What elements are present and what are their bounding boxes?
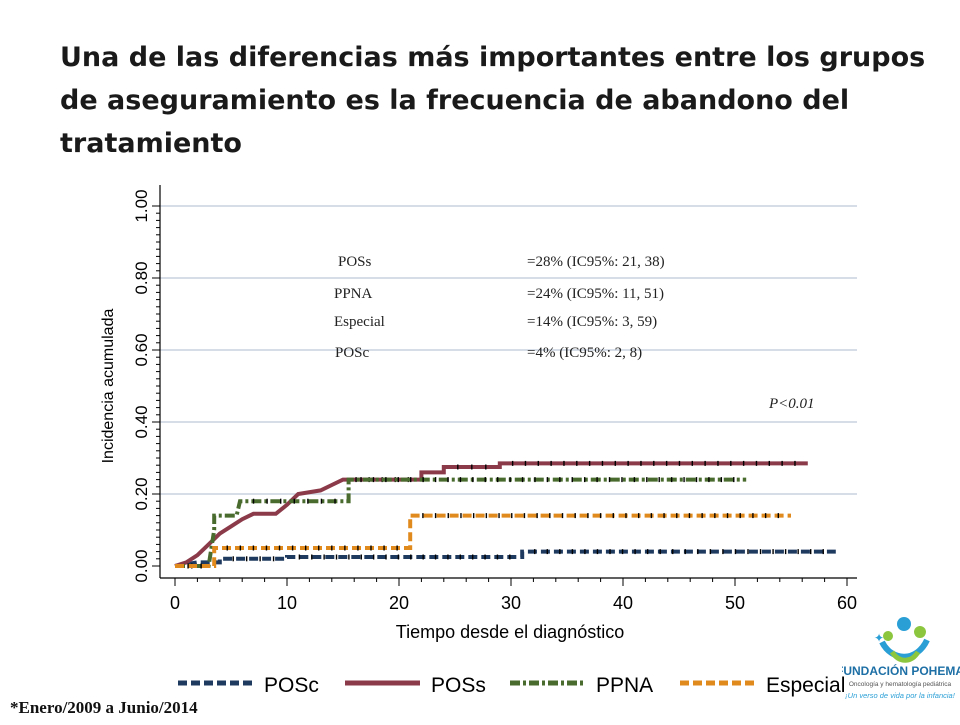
censor-marks-ppna — [191, 477, 735, 569]
y-tick-label: 0.40 — [132, 405, 151, 438]
y-tick-label: 0.00 — [132, 549, 151, 582]
annotation-value: =4% (IC95%: 2, 8) — [527, 345, 642, 361]
slide-title: Una de las diferencias más importantes e… — [60, 42, 926, 159]
y-tick-label: 0.60 — [132, 333, 151, 366]
annotation-value: =24% (IC95%: 11, 51) — [527, 286, 664, 302]
annotation-group: POSc — [335, 345, 370, 361]
pohema-logo: ✦ FUNDACIÓN POHEMA Oncología y hematolog… — [836, 612, 960, 720]
annotation-group: PPNA — [334, 286, 373, 302]
x-tick-label: 10 — [277, 593, 297, 613]
censor-marks-especial — [187, 513, 780, 569]
censor-marks-posc — [232, 549, 824, 562]
p-value: P<0.01 — [768, 396, 815, 412]
annotation-group: Especial — [334, 314, 385, 330]
plot-area — [160, 185, 857, 578]
x-tick-label: 30 — [501, 593, 521, 613]
y-tick-label: 0.80 — [132, 261, 151, 294]
chart-grid — [160, 185, 857, 578]
x-tick-label: 50 — [725, 593, 745, 613]
chart-legend: POSc POSs PPNA Especial — [178, 674, 845, 697]
legend-label-poss: POSs — [431, 674, 486, 697]
logo-tagline: ¡Un verso de vida por la infancia! — [845, 691, 956, 700]
legend-label-especial: Especial — [766, 674, 845, 697]
y-tick-label: 0.20 — [132, 477, 151, 510]
pohema-logo-mark: ✦ FUNDACIÓN POHEMA Oncología y hematolog… — [836, 617, 960, 700]
series-line-especial — [175, 513, 791, 568]
footnote: *Enero/2009 a Junio/2014 — [10, 698, 198, 717]
chart-annotations: POSs =28% (IC95%: 21, 38) PPNA =24% (IC95%:… — [334, 254, 815, 412]
annotation-value: =14% (IC95%: 3, 59) — [527, 314, 657, 330]
annotation-group: POSs — [338, 254, 372, 270]
series-line-posc — [174, 549, 836, 568]
logo-subtitle: Oncología y hematología pediátrica — [849, 681, 952, 688]
legend-label-posc: POSc — [264, 674, 319, 697]
y-axis-title: Incidencia acumulada — [100, 309, 117, 464]
x-tick-label: 0 — [170, 593, 180, 613]
series-line-ppna — [175, 477, 747, 568]
x-tick-label: 40 — [613, 593, 633, 613]
chart-series — [174, 460, 836, 569]
legend-label-ppna: PPNA — [596, 674, 653, 697]
x-tick-label: 20 — [389, 593, 409, 613]
svg-text:✦: ✦ — [874, 631, 884, 645]
annotation-value: =28% (IC95%: 21, 38) — [527, 254, 665, 270]
x-axis-title: Tiempo desde el diagnóstico — [396, 622, 624, 642]
y-tick-label: 1.00 — [132, 189, 151, 222]
logo-name: FUNDACIÓN POHEMA — [842, 663, 960, 678]
chart-axes: 0.00 0.20 0.40 0.60 0.80 1.00 Incidencia acumu… — [100, 185, 857, 642]
x-tick-label: 60 — [837, 593, 857, 613]
